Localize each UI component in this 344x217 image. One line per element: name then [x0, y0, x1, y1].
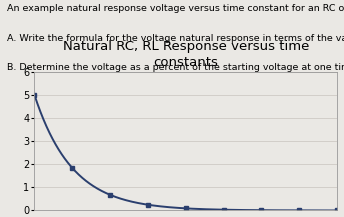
Text: An example natural response voltage versus time constant for an RC or RL circuit: An example natural response voltage vers… [7, 4, 344, 13]
Text: A. Write the formula for the voltage natural response in terms of the variable t: A. Write the formula for the voltage nat… [7, 34, 344, 43]
Text: B. Determine the voltage as a percent of the starting voltage at one time consta: B. Determine the voltage as a percent of… [7, 63, 344, 72]
Title: Natural RC, RL Response versus time
constants: Natural RC, RL Response versus time cons… [63, 40, 309, 69]
